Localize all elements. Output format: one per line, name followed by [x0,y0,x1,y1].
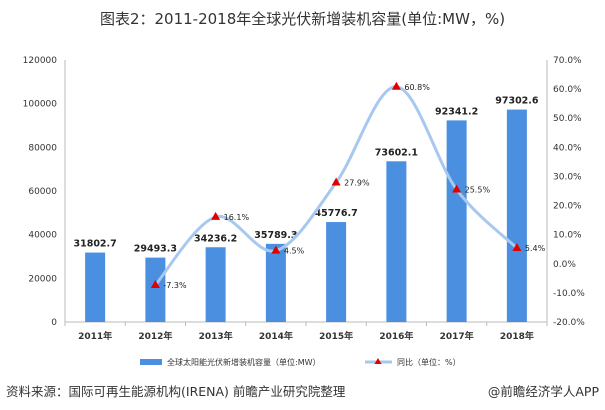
right-tick-label: -20.0% [553,318,585,328]
right-tick-label: 70.0% [553,56,582,66]
right-tick-label: 50.0% [553,114,582,124]
x-tick-label: 2016年 [379,330,413,342]
legend-bar-label: 全球太阳能光伏新增装机容量（单位:MW） [167,357,321,367]
right-tick-label: 0.0% [553,260,576,270]
chart: 0 20000 40000 60000 80000 100000 120000 -20.0% -… [23,56,586,367]
growth-marker [452,184,462,193]
bar [506,109,527,322]
left-tick-label: 40000 [28,231,57,241]
right-tick-label: 30.0% [553,172,582,182]
left-tick-label: 20000 [28,274,57,284]
x-tick-label: 2014年 [259,330,293,342]
bar [85,252,106,322]
bar-data-label: 29493.3 [134,244,177,255]
growth-marker [512,243,522,252]
bar [205,247,226,322]
x-tick-label: 2018年 [500,330,534,342]
bar-data-label: 97302.6 [495,96,539,107]
x-tick-label: 2013年 [199,330,233,342]
x-tick-label: 2015年 [319,330,353,342]
growth-data-label: 16.1% [224,213,250,222]
right-tick-label: 40.0% [553,143,582,153]
bar-data-label: 92341.2 [435,106,478,117]
source-note: 资料来源：国际可再生能源机构(IRENA) 前瞻产业研究院整理 [6,384,346,399]
credit: @前瞻经济学人APP [487,384,599,399]
left-tick-label: 60000 [28,187,57,197]
growth-marker [331,177,341,186]
legend-bar-swatch [140,359,162,365]
left-tick-label: 100000 [23,100,58,110]
bar-data-label: 45776.7 [314,208,357,219]
x-tick-label: 2017年 [440,330,474,342]
growth-data-label: 25.5% [465,186,491,195]
growth-data-label: 60.8% [404,83,430,92]
bar-data-label: 35789.3 [254,230,297,241]
right-tick-label: -10.0% [553,289,585,299]
x-tick-label: 2012年 [138,330,172,342]
bar-data-label: 73602.1 [375,147,418,158]
growth-data-label: 27.9% [344,179,370,188]
chart-title: 图表2：2011-2018年全球光伏新增装机容量(单位:MW，%) [99,10,506,28]
bar [386,161,407,322]
growth-data-label: 4.5% [284,247,305,256]
growth-marker [211,211,221,220]
right-tick-label: 60.0% [553,85,582,95]
bar [446,120,467,322]
growth-data-label: -7.3% [163,281,187,290]
left-tick-label: 0 [51,318,57,328]
growth-marker [150,280,160,289]
bar [326,222,347,322]
bar-data-label: 34236.2 [194,233,237,244]
right-tick-label: 10.0% [553,231,582,241]
bar [145,257,166,322]
left-tick-label: 80000 [28,143,57,153]
legend-line-marker [374,358,382,364]
growth-marker [271,245,281,254]
growth-marker [391,81,401,90]
growth-data-label: 5.4% [525,244,546,253]
right-tick-label: 20.0% [553,202,582,212]
bar [265,243,286,322]
legend-line-label: 同比（单位：%） [397,357,461,367]
bar-data-label: 31802.7 [73,239,116,250]
x-tick-label: 2011年 [78,330,112,342]
left-tick-label: 120000 [23,56,58,66]
